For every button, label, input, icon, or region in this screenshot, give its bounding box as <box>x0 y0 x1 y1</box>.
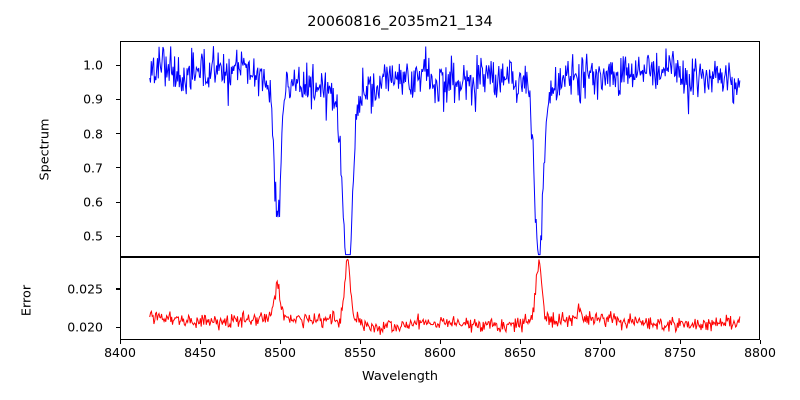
x-tick-label: 8550 <box>344 345 376 360</box>
x-tick-label: 8700 <box>584 345 616 360</box>
error-line-plot <box>121 258 759 339</box>
x-tick-label: 8600 <box>424 345 456 360</box>
spectrum-panel <box>120 41 760 257</box>
spectrum-y-tick-label: 1.0 <box>83 57 103 73</box>
x-tick-mark <box>439 340 441 344</box>
x-tick-mark <box>279 340 281 344</box>
error-y-tick-labels: 0.020 0.025 <box>0 257 112 340</box>
x-tick-mark <box>679 340 681 344</box>
x-tick-label: 8400 <box>104 345 136 360</box>
x-tick-mark <box>759 340 761 344</box>
x-tick-mark <box>119 340 121 344</box>
spectrum-line-plot <box>121 42 759 256</box>
error-y-axis-label: Error <box>19 284 35 317</box>
error-y-tick-label: 0.025 <box>67 281 103 297</box>
error-trace <box>150 259 740 334</box>
x-tick-label: 8450 <box>184 345 216 360</box>
spectrum-trace <box>150 46 740 254</box>
page-title: 20060816_2035m21_134 <box>307 14 493 30</box>
spectrum-y-tick-label: 0.5 <box>83 228 103 244</box>
spectrum-y-axis-label: Spectrum <box>37 118 53 181</box>
x-tick-mark <box>599 340 601 344</box>
error-y-tick-label: 0.020 <box>67 319 103 335</box>
spectrum-y-tick-label: 0.6 <box>83 194 103 210</box>
spectrum-y-tick-label: 0.8 <box>83 126 103 142</box>
x-tick-mark <box>519 340 521 344</box>
x-tick-label: 8750 <box>664 345 696 360</box>
spectrum-y-tick-label: 0.9 <box>83 91 103 107</box>
x-tick-label: 8650 <box>504 345 536 360</box>
error-panel <box>120 257 760 340</box>
x-tick-mark <box>359 340 361 344</box>
x-tick-labels: 8400 8450 8500 8550 8600 8650 8700 8750 8800 <box>0 345 800 363</box>
x-tick-mark <box>199 340 201 344</box>
x-tick-label: 8500 <box>264 345 296 360</box>
spectrum-y-tick-labels: 0.5 0.6 0.7 0.8 0.9 1.0 <box>0 41 112 257</box>
spectrum-y-tick-label: 0.7 <box>83 160 103 176</box>
x-axis-label: Wavelength <box>362 369 438 384</box>
x-tick-label: 8800 <box>744 345 776 360</box>
